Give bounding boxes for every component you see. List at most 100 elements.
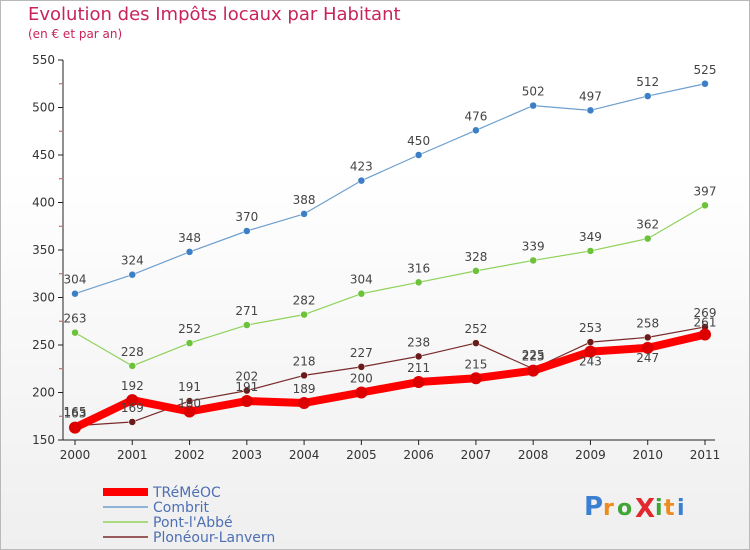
data-label-pont-l-abb-: 304 xyxy=(350,273,373,287)
data-point-plon-our-lanvern xyxy=(300,371,308,380)
svg-text:P: P xyxy=(584,492,603,522)
y-tick-label: 500 xyxy=(32,101,55,115)
svg-text:i: i xyxy=(655,496,663,521)
x-tick-label: 2007 xyxy=(461,448,492,462)
data-label-pont-l-abb-: 362 xyxy=(636,218,659,232)
data-point-plon-our-lanvern xyxy=(185,397,194,405)
y-tick-label: 150 xyxy=(32,433,55,447)
data-point-plon-our-lanvern xyxy=(128,418,137,426)
data-point-plon-our-lanvern xyxy=(414,352,423,361)
data-point-tr-m-oc xyxy=(469,372,482,385)
data-point-tr-m-oc xyxy=(240,395,253,408)
svg-text:o: o xyxy=(617,496,632,521)
data-label-combrit: 512 xyxy=(636,75,659,89)
x-tick-label: 2000 xyxy=(60,448,91,462)
y-tick-label: 350 xyxy=(32,243,55,257)
data-point-plon-our-lanvern xyxy=(357,363,366,371)
data-label-tr-m-oc: 261 xyxy=(694,316,717,330)
data-label-pont-l-abb-: 349 xyxy=(579,230,602,244)
data-label-tr-m-oc: 243 xyxy=(579,355,602,369)
data-point-combrit xyxy=(128,270,137,279)
series-line-combrit xyxy=(74,83,706,295)
data-point-tr-m-oc xyxy=(584,345,597,358)
data-point-tr-m-oc xyxy=(412,376,425,389)
x-tick-label: 2002 xyxy=(174,448,205,462)
data-label-pont-l-abb-: 252 xyxy=(178,322,201,336)
x-tick-label: 2009 xyxy=(575,448,606,462)
data-label-tr-m-oc: 189 xyxy=(293,382,316,396)
data-label-tr-m-oc: 191 xyxy=(235,380,258,394)
data-label-plon-our-lanvern: 191 xyxy=(178,380,201,394)
y-tick-label: 200 xyxy=(32,386,55,400)
data-point-pont-l-abb- xyxy=(71,328,79,337)
data-label-plon-our-lanvern: 238 xyxy=(407,335,430,349)
data-point-combrit xyxy=(701,80,709,88)
data-label-plon-our-lanvern: 258 xyxy=(636,316,659,330)
data-point-tr-m-oc xyxy=(355,386,368,399)
data-label-pont-l-abb-: 339 xyxy=(522,239,545,253)
x-tick-label: 2008 xyxy=(518,448,549,462)
data-label-combrit: 370 xyxy=(235,210,258,224)
data-label-plon-our-lanvern: 253 xyxy=(579,321,602,335)
data-label-combrit: 423 xyxy=(350,160,373,174)
y-tick-label: 250 xyxy=(32,338,55,352)
data-label-combrit: 476 xyxy=(464,109,487,123)
data-point-tr-m-oc xyxy=(183,405,196,418)
data-point-plon-our-lanvern xyxy=(472,339,480,347)
data-label-plon-our-lanvern: 165 xyxy=(64,405,87,419)
data-label-tr-m-oc: 247 xyxy=(636,351,659,365)
y-tick-label: 450 xyxy=(32,148,55,162)
data-label-plon-our-lanvern: 269 xyxy=(694,306,717,320)
data-label-tr-m-oc: 192 xyxy=(121,379,144,393)
data-label-combrit: 502 xyxy=(522,85,545,99)
data-point-tr-m-oc xyxy=(641,341,654,354)
series-line-pont-l-abb- xyxy=(74,204,706,367)
data-label-combrit: 324 xyxy=(121,254,144,268)
x-tick-label: 2011 xyxy=(690,448,721,462)
x-tick-label: 2005 xyxy=(346,448,377,462)
data-label-plon-our-lanvern: 202 xyxy=(235,370,258,384)
legend-label-pont-l-abb-: Pont-l'Abbé xyxy=(153,515,233,531)
data-point-pont-l-abb- xyxy=(357,289,366,298)
data-label-plon-our-lanvern: 252 xyxy=(464,322,487,336)
data-point-tr-m-oc xyxy=(126,394,139,407)
series-line-tr-m-oc xyxy=(71,330,709,432)
data-point-combrit xyxy=(472,126,480,135)
data-label-combrit: 304 xyxy=(64,273,87,287)
data-point-tr-m-oc xyxy=(527,364,540,377)
legend-label-tr-m-oc: TRéMéOC xyxy=(152,485,221,501)
data-label-plon-our-lanvern: 169 xyxy=(121,401,144,415)
data-point-combrit xyxy=(357,176,366,185)
data-label-plon-our-lanvern: 218 xyxy=(293,354,316,368)
chart-subtitle: (en € et par an) xyxy=(28,27,123,41)
data-label-pont-l-abb-: 271 xyxy=(235,304,258,318)
proxiti-logo: P r o X i t i xyxy=(584,492,685,524)
data-point-combrit xyxy=(243,227,251,235)
svg-text:i: i xyxy=(677,496,685,521)
data-label-combrit: 497 xyxy=(579,89,602,103)
data-point-combrit xyxy=(586,106,595,115)
data-point-tr-m-oc xyxy=(699,328,711,341)
series-line-plon-our-lanvern xyxy=(74,326,706,427)
data-point-pont-l-abb- xyxy=(300,310,308,319)
data-label-tr-m-oc: 223 xyxy=(522,350,545,364)
data-label-tr-m-oc: 200 xyxy=(350,372,373,386)
data-point-pont-l-abb- xyxy=(128,362,137,370)
data-label-tr-m-oc: 211 xyxy=(407,361,430,375)
data-label-combrit: 348 xyxy=(178,231,201,245)
legend-label-combrit: Combrit xyxy=(153,500,210,516)
data-point-tr-m-oc xyxy=(298,396,311,409)
data-point-combrit xyxy=(185,248,194,256)
data-point-pont-l-abb- xyxy=(472,267,480,275)
svg-text:t: t xyxy=(664,496,675,521)
x-tick-label: 2001 xyxy=(117,448,148,462)
data-point-plon-our-lanvern xyxy=(643,333,652,342)
data-label-tr-m-oc: 215 xyxy=(464,357,487,371)
x-tick-label: 2003 xyxy=(232,448,263,462)
data-point-combrit xyxy=(71,289,79,298)
data-point-combrit xyxy=(529,101,537,110)
x-tick-label: 2004 xyxy=(289,448,320,462)
data-point-pont-l-abb- xyxy=(701,201,709,210)
